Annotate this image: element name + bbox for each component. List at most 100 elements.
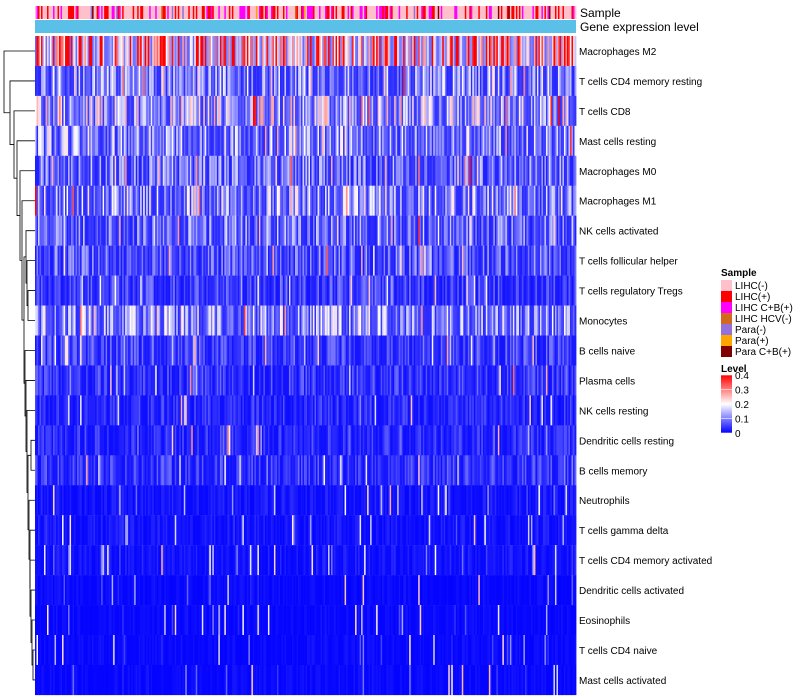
heatmap-cell: [482, 365, 485, 396]
heatmap-cell: [206, 95, 209, 127]
heatmap-cell: [102, 125, 105, 156]
heatmap-cell: [341, 65, 344, 97]
heatmap-cell: [422, 305, 425, 336]
heatmap-cell: [284, 275, 287, 306]
heatmap-cell: [383, 275, 386, 306]
heatmap-cell: [249, 65, 252, 97]
heatmap-cell: [120, 305, 123, 336]
heatmap-cell: [317, 245, 320, 276]
heatmap-cell: [308, 365, 311, 396]
heatmap-cell: [331, 36, 333, 67]
heatmap-cell: [140, 275, 143, 306]
heatmap-cell: [512, 125, 515, 156]
heatmap-cell: [129, 365, 132, 396]
heatmap-cell: [93, 125, 96, 156]
heatmap-cell: [36, 305, 39, 336]
heatmap-cell: [125, 36, 128, 67]
sample-annotation-cell: [497, 6, 500, 19]
heatmap-cell: [434, 95, 437, 127]
heatmap-cell: [329, 245, 332, 276]
sample-annotation-cell: [491, 6, 494, 19]
heatmap-cell: [388, 335, 391, 366]
heatmap-cell: [126, 395, 129, 426]
heatmap-cell: [326, 335, 329, 366]
heatmap-cell: [332, 395, 335, 426]
heatmap-cell: [346, 155, 348, 186]
heatmap-cell: [566, 335, 569, 366]
heatmap-cell: [344, 185, 347, 216]
heatmap-cell: [173, 245, 176, 276]
heatmap-cell: [466, 65, 469, 97]
heatmap-cell: [377, 335, 380, 366]
heatmap-cell: [391, 365, 394, 396]
heatmap-cell: [45, 125, 48, 156]
heatmap-cell: [415, 305, 418, 336]
heatmap-cell: [63, 185, 66, 216]
heatmap-cell: [508, 65, 511, 97]
heatmap-cell: [104, 185, 107, 216]
heatmap-cell: [362, 65, 365, 97]
heatmap-cell: [514, 36, 517, 67]
heatmap-cell: [269, 305, 272, 336]
sample-annotation-cell: [505, 6, 508, 19]
heatmap-cell: [240, 185, 243, 216]
heatmap-cell: [221, 95, 224, 127]
heatmap-cell: [167, 335, 170, 366]
heatmap-cell: [95, 305, 98, 336]
heatmap-cell: [162, 65, 165, 97]
heatmap-cell: [251, 95, 254, 127]
heatmap-cell: [556, 65, 559, 97]
heatmap-cell: [149, 125, 152, 156]
heatmap-cell: [485, 185, 488, 216]
heatmap-cell: [264, 95, 267, 127]
heatmap-cell: [39, 185, 42, 216]
heatmap-cell: [227, 305, 230, 336]
heatmap-cell: [95, 65, 98, 97]
heatmap-cell: [362, 305, 365, 336]
heatmap-cell: [389, 65, 392, 97]
heatmap-cell: [352, 65, 354, 97]
heatmap-cell: [41, 95, 43, 127]
heatmap-cell: [356, 305, 359, 336]
heatmap-cell: [59, 335, 61, 366]
heatmap-cell: [433, 365, 436, 396]
heatmap-cell: [539, 155, 542, 186]
heatmap-cell: [303, 395, 306, 426]
heatmap-cell: [35, 305, 37, 336]
heatmap-cell: [409, 305, 412, 336]
heatmap-cell: [54, 65, 57, 97]
heatmap-cell: [102, 275, 105, 306]
heatmap-cell: [195, 275, 198, 306]
heatmap-cell: [407, 245, 410, 276]
heatmap-cell: [326, 65, 329, 97]
heatmap-cell: [245, 95, 248, 127]
heatmap-cell: [310, 305, 312, 336]
heatmap-cell: [245, 215, 248, 246]
heatmap-cell: [335, 185, 338, 216]
heatmap-cell: [557, 365, 560, 396]
heatmap-cell: [291, 305, 294, 336]
sample-annotation-cell: [293, 6, 296, 19]
heatmap-cell: [442, 36, 445, 67]
heatmap-cell: [60, 125, 63, 156]
heatmap-cell: [539, 95, 542, 127]
heatmap-cell: [332, 65, 335, 97]
heatmap-cell: [548, 185, 551, 216]
sample-annotation-cell: [509, 6, 512, 19]
heatmap-cell: [72, 125, 75, 156]
heatmap-cell: [386, 305, 389, 336]
heatmap-cell: [188, 185, 191, 216]
heatmap-cell: [350, 365, 353, 396]
heatmap-cell: [125, 275, 128, 306]
heatmap-cell: [463, 305, 466, 336]
heatmap-cell: [430, 275, 433, 306]
heatmap-cell: [302, 275, 305, 306]
heatmap-cell: [338, 125, 341, 156]
heatmap-cell: [356, 155, 359, 186]
heatmap-cell: [57, 36, 60, 67]
heatmap-cell: [170, 185, 173, 216]
heatmap-cell: [57, 185, 60, 216]
heatmap-cell: [212, 365, 215, 396]
sample-annotation-cell: [310, 6, 312, 19]
heatmap-cell: [248, 395, 251, 426]
